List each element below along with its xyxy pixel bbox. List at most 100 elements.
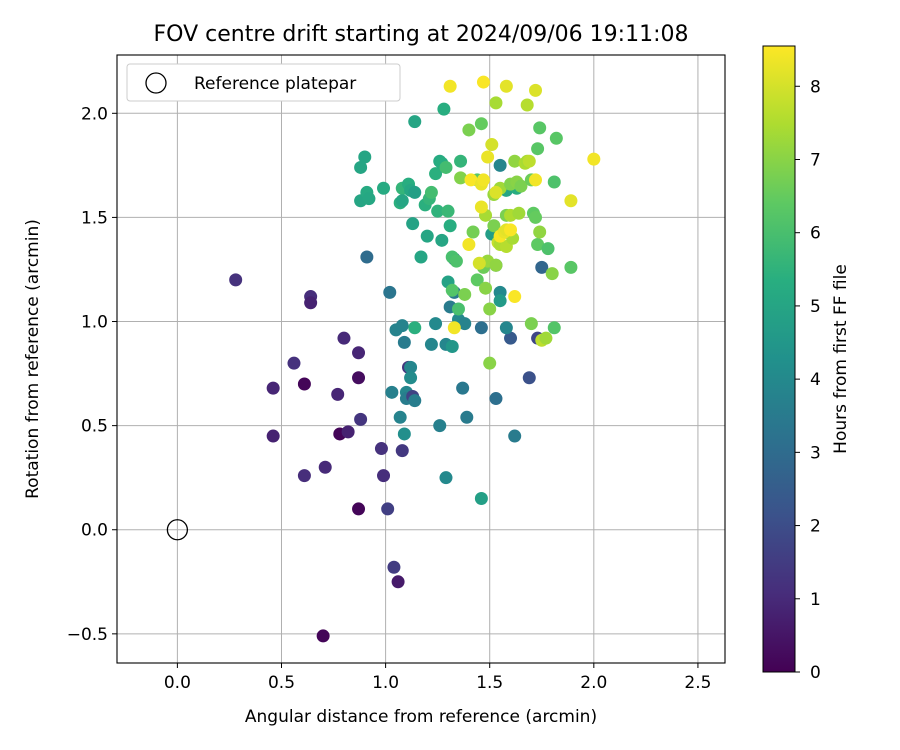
data-point [387, 560, 401, 574]
data-point [451, 302, 465, 316]
x-axis-label: Angular distance from reference (arcmin) [245, 707, 597, 727]
data-point [476, 75, 490, 89]
data-point [533, 225, 547, 239]
data-point [493, 158, 507, 172]
data-point [545, 267, 559, 281]
data-point [408, 394, 422, 408]
data-point [304, 296, 318, 310]
colorbar-tick-label: 4 [810, 370, 821, 390]
data-point [474, 200, 488, 214]
scatter-points [166, 75, 601, 643]
data-point [474, 117, 488, 131]
colorbar-label: Hours from first FF file [831, 264, 851, 454]
data-point [499, 79, 513, 93]
data-point [397, 335, 411, 349]
data-point [408, 185, 422, 199]
data-point [512, 206, 526, 220]
data-point [358, 150, 372, 164]
data-point [316, 629, 330, 643]
data-point [489, 392, 503, 406]
data-point [533, 121, 547, 135]
data-point [487, 219, 501, 233]
data-point [439, 160, 453, 174]
data-point [287, 356, 301, 370]
data-point [383, 285, 397, 299]
data-point [404, 371, 418, 385]
y-tick-label: 1.0 [81, 313, 108, 333]
data-point [504, 331, 518, 345]
data-point [524, 317, 538, 331]
data-point [439, 471, 453, 485]
data-point [531, 237, 545, 251]
legend: Reference platepar [126, 63, 401, 102]
data-point [470, 273, 484, 287]
data-point [474, 321, 488, 335]
data-point [539, 331, 553, 345]
data-point [229, 273, 243, 287]
data-point [522, 371, 536, 385]
data-point [331, 387, 345, 401]
data-point [514, 179, 528, 193]
data-point [493, 294, 507, 308]
data-point [408, 115, 422, 129]
data-point [374, 442, 388, 456]
data-point [462, 123, 476, 137]
data-point [541, 242, 555, 256]
data-point [397, 427, 411, 441]
data-point [393, 410, 407, 424]
data-point [529, 210, 543, 224]
data-point [449, 254, 463, 268]
data-point [395, 194, 409, 208]
data-point [429, 317, 443, 331]
data-point [456, 381, 470, 395]
data-point [318, 460, 332, 474]
colorbar-tick-label: 1 [810, 590, 821, 610]
colorbar-tick-label: 5 [810, 297, 821, 317]
y-tick-label: 2.0 [81, 104, 108, 124]
data-point [420, 229, 434, 243]
x-axis: 0.0 0.5 1.0 1.5 2.0 2.5 [164, 663, 711, 693]
data-point [354, 412, 368, 426]
colorbar-tick-label: 7 [810, 150, 821, 170]
data-point [408, 321, 422, 335]
data-point [443, 79, 457, 93]
data-point [460, 410, 474, 424]
data-point [508, 429, 522, 443]
data-point [445, 283, 459, 297]
data-point [266, 429, 280, 443]
y-axis: −0.5 0.0 0.5 1.0 1.5 2.0 [67, 104, 117, 645]
data-point [485, 138, 499, 152]
y-axis-label: Rotation from reference (arcmin) [23, 219, 43, 499]
data-point [454, 171, 468, 185]
data-point [476, 173, 490, 187]
colorbar-tick-label: 6 [810, 224, 821, 244]
data-point [341, 425, 355, 439]
data-point [377, 469, 391, 483]
data-point [447, 321, 461, 335]
data-point [443, 219, 457, 233]
data-point [360, 250, 374, 264]
data-point [504, 223, 518, 237]
data-point [479, 281, 493, 295]
data-point [458, 317, 472, 331]
data-point [547, 175, 561, 189]
data-point [441, 204, 455, 218]
colorbar-tick-label: 0 [810, 663, 821, 683]
data-point [529, 83, 543, 97]
data-point [395, 444, 409, 458]
data-point [483, 302, 497, 316]
data-point [508, 290, 522, 304]
y-tick-label: 1.5 [81, 208, 108, 228]
data-point [483, 356, 497, 370]
data-point [472, 256, 486, 270]
x-tick-label: 1.0 [372, 673, 399, 693]
data-point [520, 98, 534, 112]
data-point [564, 194, 578, 208]
plot-frame [116, 54, 726, 664]
colorbar-tick-label: 2 [810, 517, 821, 537]
data-point [354, 160, 368, 174]
data-point [429, 167, 443, 181]
data-point [352, 346, 366, 360]
